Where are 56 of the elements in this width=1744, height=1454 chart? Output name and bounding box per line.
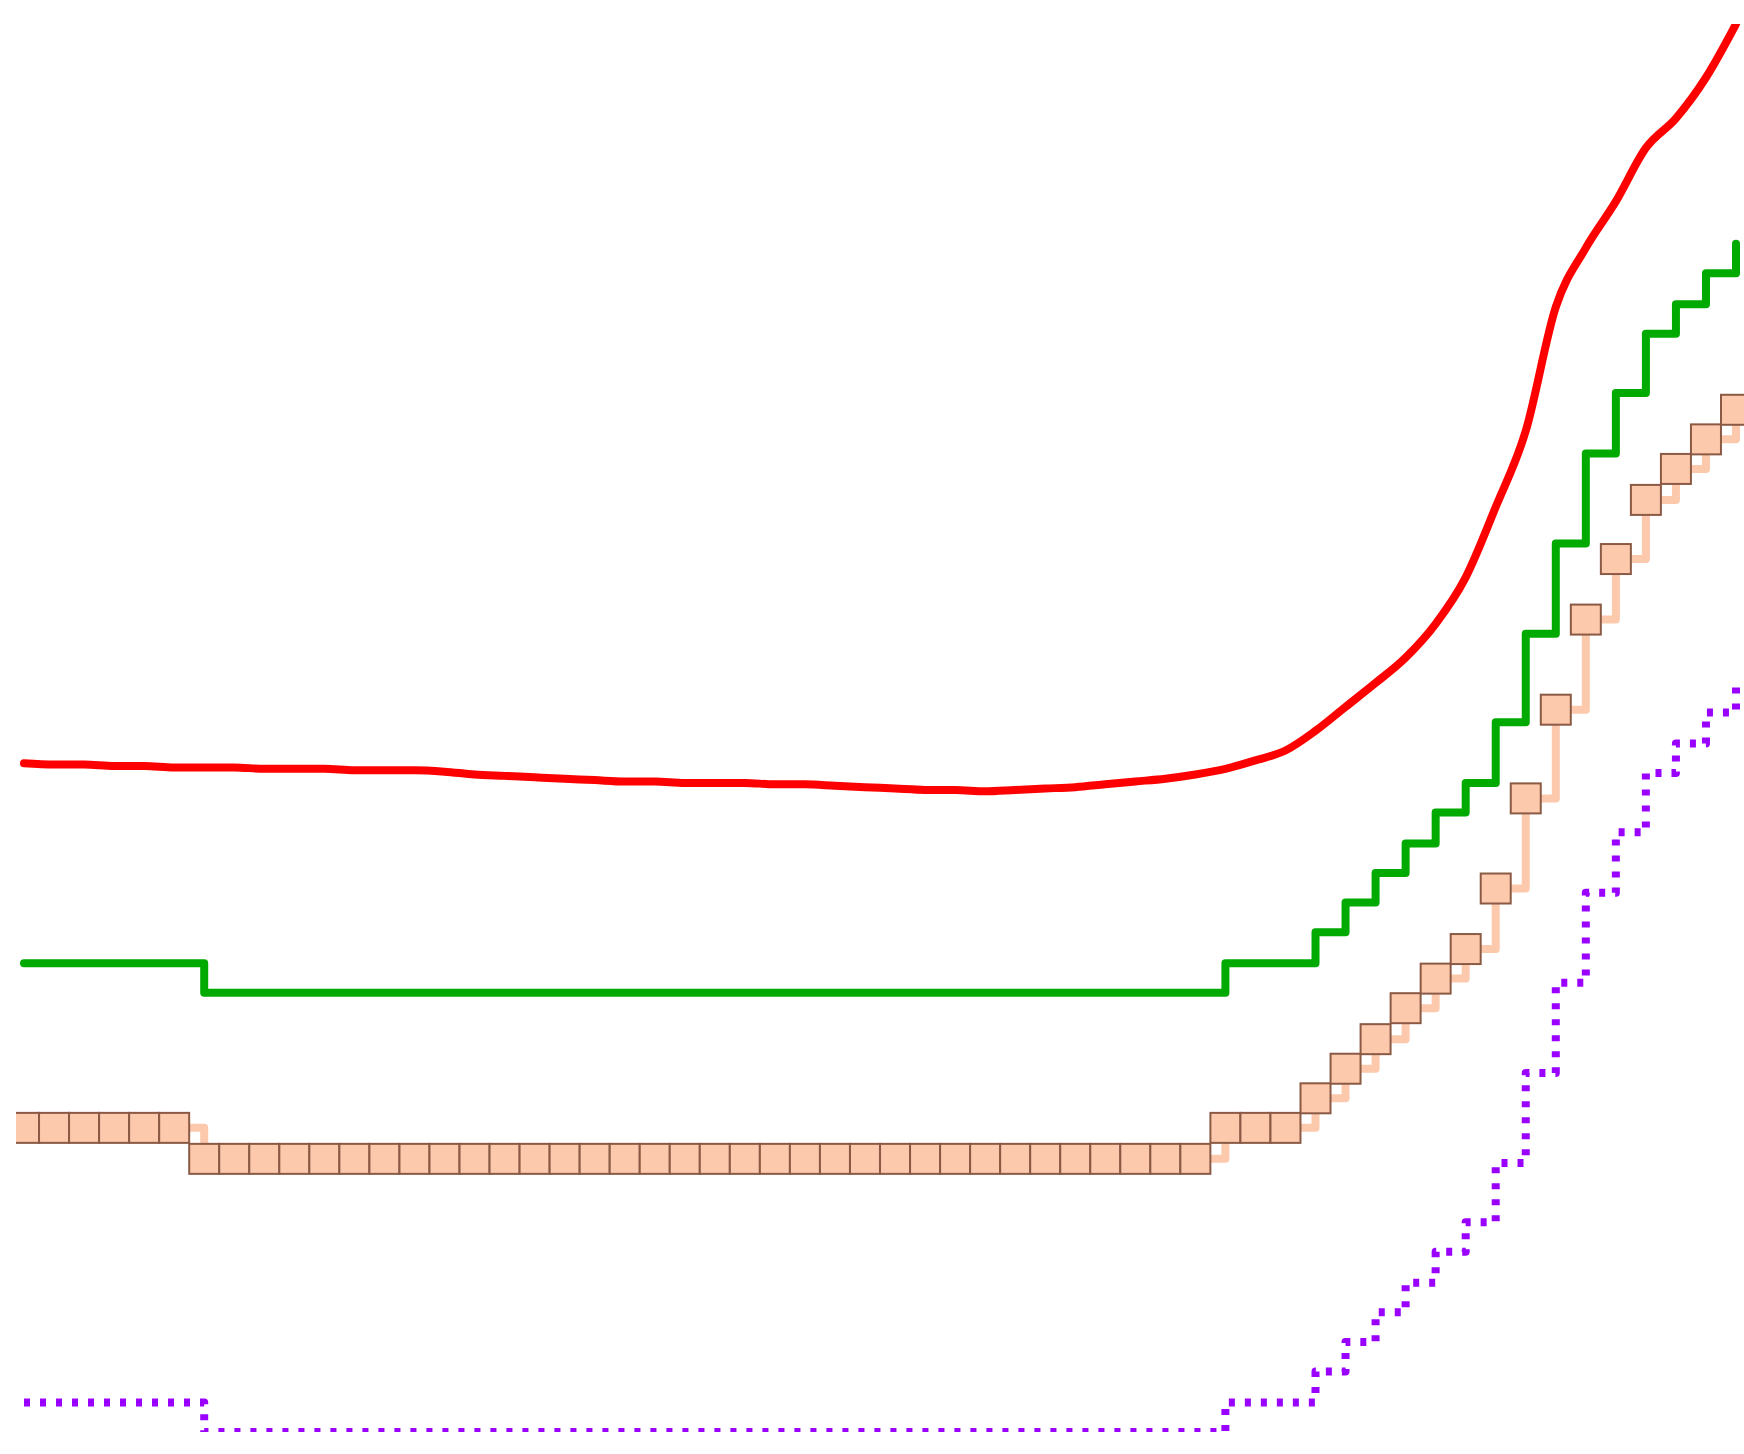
- point: [188, 1142, 221, 1175]
- point: [458, 1142, 491, 1175]
- point: [248, 1142, 281, 1175]
- point: [518, 1142, 551, 1175]
- point: [1629, 483, 1662, 516]
- point: [698, 1142, 731, 1175]
- point: [1329, 1052, 1362, 1085]
- point: [879, 1142, 912, 1175]
- point: [818, 1142, 851, 1175]
- point: [578, 1142, 611, 1175]
- point: [1089, 1142, 1122, 1175]
- point: [218, 1142, 251, 1175]
- point: [1449, 933, 1482, 966]
- point: [638, 1142, 671, 1175]
- point: [38, 1111, 71, 1144]
- point: [848, 1142, 881, 1175]
- point: [1119, 1142, 1152, 1175]
- point: [939, 1142, 972, 1175]
- point: [1479, 872, 1512, 905]
- point: [1539, 693, 1572, 726]
- point: [308, 1142, 341, 1175]
- point: [999, 1142, 1032, 1175]
- point: [1059, 1142, 1092, 1175]
- point: [1359, 1023, 1392, 1056]
- point: [278, 1142, 311, 1175]
- point: [909, 1142, 942, 1175]
- point: [969, 1142, 1002, 1175]
- point: [158, 1111, 191, 1144]
- point: [1149, 1142, 1182, 1175]
- point: [398, 1142, 431, 1175]
- point: [608, 1142, 641, 1175]
- point: [68, 1111, 101, 1144]
- point: [1569, 603, 1602, 636]
- point: [1389, 992, 1422, 1025]
- point: [758, 1142, 791, 1175]
- point: [1299, 1082, 1332, 1115]
- point: [1509, 782, 1542, 815]
- point: [1269, 1111, 1302, 1144]
- point: [788, 1142, 821, 1175]
- point: [98, 1111, 131, 1144]
- point: [1029, 1142, 1062, 1175]
- point: [338, 1142, 371, 1175]
- point: [428, 1142, 461, 1175]
- point: [728, 1142, 761, 1175]
- point: [1689, 423, 1722, 456]
- point: [1659, 452, 1692, 485]
- point: [1179, 1142, 1212, 1175]
- point: [368, 1142, 401, 1175]
- point: [1209, 1111, 1242, 1144]
- point: [1419, 962, 1452, 995]
- point: [1239, 1111, 1272, 1144]
- point: [128, 1111, 161, 1144]
- point: [1599, 543, 1632, 576]
- point: [548, 1142, 581, 1175]
- point: [488, 1142, 521, 1175]
- point: [668, 1142, 701, 1175]
